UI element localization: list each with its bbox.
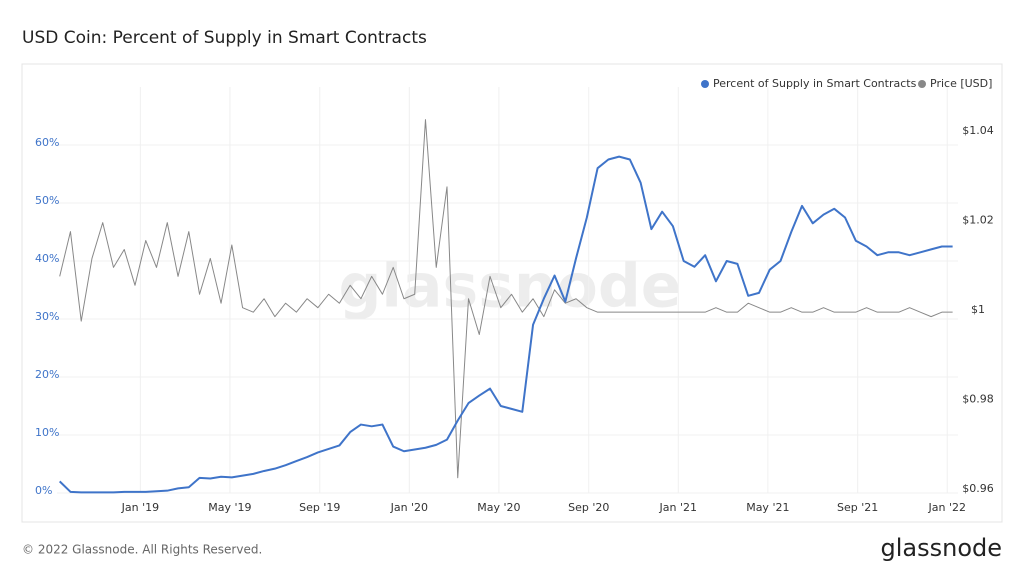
y-tick-label: 20%	[35, 368, 59, 381]
x-tick-label: May '19	[208, 501, 251, 514]
y2-tick-label: $1	[971, 303, 985, 316]
y-tick-label: 30%	[35, 310, 59, 323]
x-tick-label: Jan '22	[927, 501, 965, 514]
legend-label: Percent of Supply in Smart Contracts	[713, 77, 917, 90]
legend-label: Price [USD]	[930, 77, 992, 90]
x-tick-label: May '21	[746, 501, 789, 514]
y2-tick-label: $0.98	[962, 393, 994, 406]
copyright: © 2022 Glassnode. All Rights Reserved.	[22, 543, 262, 557]
y2-tick-label: $1.02	[962, 214, 994, 227]
series-line	[59, 119, 953, 479]
y2-tick-label: $0.96	[962, 482, 994, 495]
x-tick-label: Jan '21	[659, 501, 697, 514]
x-tick-label: Jan '20	[390, 501, 428, 514]
x-tick-label: Sep '19	[299, 501, 340, 514]
x-tick-label: May '20	[477, 501, 520, 514]
x-tick-label: Sep '21	[837, 501, 878, 514]
y-tick-label: 60%	[35, 136, 59, 149]
legend-marker	[701, 80, 709, 88]
y-tick-label: 10%	[35, 426, 59, 439]
chart-title: USD Coin: Percent of Supply in Smart Con…	[22, 28, 427, 48]
y-tick-label: 0%	[35, 484, 52, 497]
legend-marker	[918, 80, 926, 88]
brand-logo: glassnode	[880, 534, 1002, 562]
y-tick-label: 50%	[35, 194, 59, 207]
y-tick-label: 40%	[35, 252, 59, 265]
chart-frame	[21, 63, 1003, 523]
watermark: glassnode	[338, 252, 681, 322]
x-tick-label: Sep '20	[568, 501, 609, 514]
x-tick-label: Jan '19	[121, 501, 159, 514]
series-line	[58, 155, 953, 494]
y2-tick-label: $1.04	[962, 124, 994, 137]
